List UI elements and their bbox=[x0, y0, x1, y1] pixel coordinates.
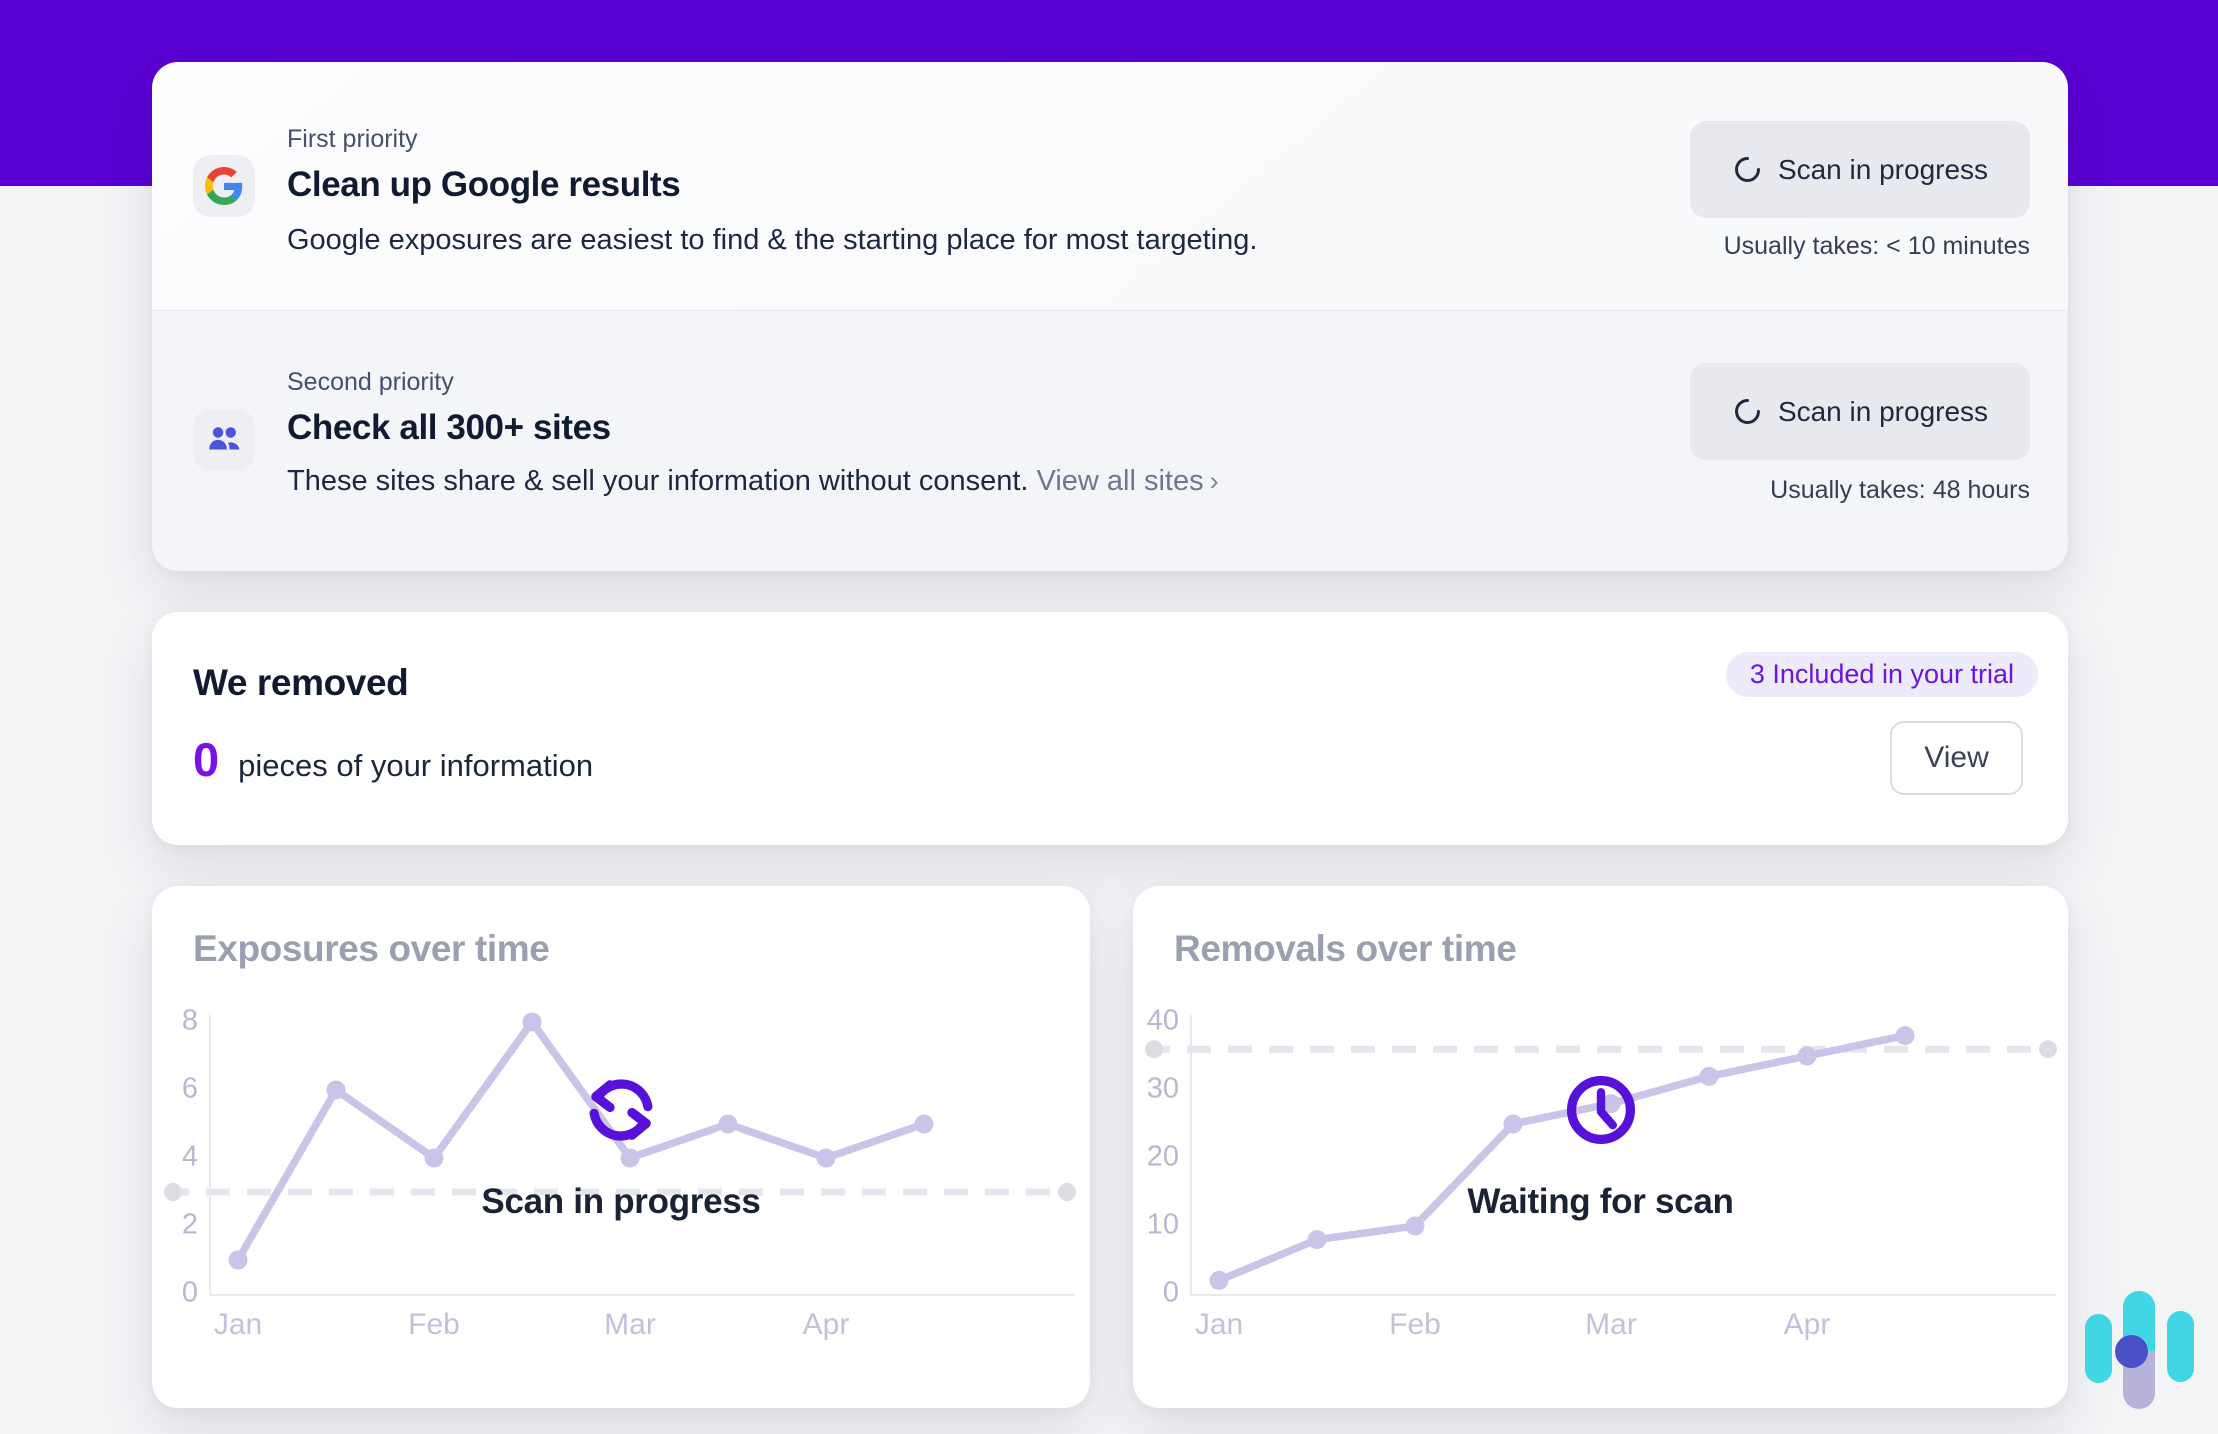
priority-row-google: First priority Clean up Google results G… bbox=[152, 62, 2068, 310]
priority-description-text: Google exposures are easiest to find & t… bbox=[287, 224, 1258, 256]
svg-text:Mar: Mar bbox=[1585, 1308, 1637, 1341]
scan-duration-note: Usually takes: 48 hours bbox=[1770, 476, 2030, 504]
svg-text:Apr: Apr bbox=[803, 1308, 850, 1341]
svg-text:Mar: Mar bbox=[604, 1308, 656, 1341]
removals-chart-card: Removals over time 0 10 20 30 40 Jan Feb Mar Apr… bbox=[1133, 886, 2068, 1408]
scan-duration-note: Usually takes: < 10 minutes bbox=[1723, 232, 2030, 260]
svg-text:0: 0 bbox=[1163, 1277, 1179, 1309]
svg-text:Apr: Apr bbox=[1784, 1308, 1831, 1341]
scan-button-label: Scan in progress bbox=[1777, 153, 1989, 185]
svg-text:Jan: Jan bbox=[214, 1308, 262, 1341]
exposures-line-chart: 0 2 4 6 8 Jan Feb Mar Apr bbox=[164, 1005, 1076, 1341]
svg-text:30: 30 bbox=[1147, 1073, 1179, 1105]
view-all-sites-label: View all sites bbox=[1036, 465, 1204, 497]
removed-summary-card: We removed 0 pieces of your information … bbox=[152, 612, 2068, 845]
widget-dot bbox=[2115, 1335, 2148, 1368]
svg-text:2: 2 bbox=[182, 1209, 198, 1241]
feedback-widget-button[interactable] bbox=[2085, 1291, 2195, 1410]
people-icon bbox=[193, 409, 255, 471]
svg-text:Feb: Feb bbox=[408, 1308, 460, 1341]
scan-in-progress-button[interactable]: Scan in progress bbox=[1690, 121, 2030, 218]
exposures-chart-card: Exposures over time 0 2 4 6 8 Jan Feb Mar Apr Sc… bbox=[152, 886, 1090, 1408]
trial-badge: 3 Included in your trial bbox=[1725, 652, 2038, 697]
removed-count-suffix: pieces of your information bbox=[238, 748, 594, 783]
priority-label: First priority bbox=[287, 125, 418, 153]
svg-text:20: 20 bbox=[1147, 1141, 1179, 1173]
removals-line-chart: 0 10 20 30 40 Jan Feb Mar Apr bbox=[1145, 1005, 2057, 1341]
chart-title: Removals over time bbox=[1174, 928, 1517, 969]
svg-text:40: 40 bbox=[1147, 1005, 1179, 1037]
scan-in-progress-button[interactable]: Scan in progress bbox=[1690, 363, 2030, 460]
google-logo-icon bbox=[193, 155, 255, 217]
removed-title: We removed bbox=[193, 662, 409, 703]
priority-label: Second priority bbox=[287, 368, 454, 396]
removed-count: 0 bbox=[193, 733, 220, 786]
spinner-icon bbox=[1735, 399, 1760, 424]
priorities-card: First priority Clean up Google results G… bbox=[152, 62, 2068, 571]
priority-title: Check all 300+ sites bbox=[287, 408, 611, 447]
svg-text:Jan: Jan bbox=[1195, 1308, 1243, 1341]
widget-bar-right bbox=[2167, 1311, 2194, 1382]
priority-description-text: These sites share & sell your informatio… bbox=[287, 465, 1029, 497]
widget-bar-left bbox=[2085, 1314, 2112, 1383]
chart-title: Exposures over time bbox=[193, 928, 550, 969]
removed-count-line: 0 pieces of your information bbox=[193, 732, 593, 787]
svg-text:Feb: Feb bbox=[1389, 1308, 1441, 1341]
scan-button-label: Scan in progress bbox=[1777, 395, 1989, 427]
svg-text:8: 8 bbox=[182, 1005, 198, 1037]
svg-text:6: 6 bbox=[182, 1073, 198, 1105]
view-all-sites-link[interactable]: View all sites › bbox=[1037, 465, 1219, 497]
spinner-icon bbox=[1735, 157, 1760, 182]
svg-text:10: 10 bbox=[1147, 1209, 1179, 1241]
priority-description: These sites share & sell your informatio… bbox=[287, 463, 1219, 499]
view-button[interactable]: View bbox=[1890, 721, 2023, 795]
priority-description: Google exposures are easiest to find & t… bbox=[287, 222, 1257, 258]
svg-text:4: 4 bbox=[182, 1141, 198, 1173]
priority-title: Clean up Google results bbox=[287, 165, 681, 204]
priority-row-sites: Second priority Check all 300+ sites The… bbox=[152, 310, 2068, 571]
chevron-right-icon: › bbox=[1209, 466, 1219, 496]
svg-text:0: 0 bbox=[182, 1277, 198, 1309]
